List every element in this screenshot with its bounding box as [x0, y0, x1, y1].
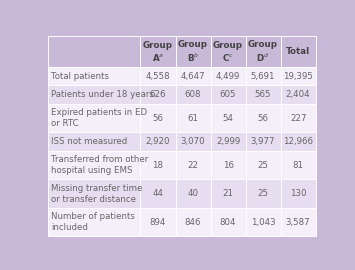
Text: 40: 40: [187, 189, 198, 198]
Text: 605: 605: [220, 90, 236, 99]
Bar: [48, 151, 141, 180]
Bar: [246, 36, 280, 67]
Bar: [246, 208, 280, 237]
Text: 2,999: 2,999: [216, 137, 240, 146]
Bar: [175, 104, 211, 133]
Bar: [246, 151, 280, 180]
Text: 56: 56: [258, 114, 269, 123]
Bar: [48, 36, 141, 67]
Bar: [48, 180, 141, 208]
Text: Total patients: Total patients: [51, 72, 109, 81]
Text: 22: 22: [187, 161, 198, 170]
Text: 626: 626: [150, 90, 166, 99]
Bar: [211, 133, 246, 151]
Text: Total: Total: [286, 47, 310, 56]
Text: 3,587: 3,587: [286, 218, 310, 227]
Text: 4,499: 4,499: [216, 72, 240, 81]
Bar: [211, 180, 246, 208]
Text: 565: 565: [255, 90, 271, 99]
Text: 846: 846: [185, 218, 201, 227]
Text: Expired patients in ED
or RTC: Expired patients in ED or RTC: [51, 108, 147, 128]
Text: 61: 61: [187, 114, 198, 123]
Bar: [175, 208, 211, 237]
Bar: [211, 36, 246, 67]
Bar: [175, 86, 211, 104]
Bar: [48, 208, 141, 237]
Text: Group
D$^d$: Group D$^d$: [248, 40, 278, 64]
Text: Transferred from other
hospital using EMS: Transferred from other hospital using EM…: [51, 155, 149, 175]
Text: 12,966: 12,966: [283, 137, 313, 146]
Bar: [141, 151, 175, 180]
Text: 130: 130: [290, 189, 306, 198]
Bar: [211, 208, 246, 237]
Text: 804: 804: [220, 218, 236, 227]
Text: 56: 56: [153, 114, 164, 123]
Bar: [141, 86, 175, 104]
Text: 18: 18: [153, 161, 164, 170]
Text: 54: 54: [223, 114, 234, 123]
Bar: [141, 208, 175, 237]
Bar: [211, 151, 246, 180]
Text: 25: 25: [258, 189, 269, 198]
Bar: [280, 133, 316, 151]
Bar: [211, 86, 246, 104]
Bar: [246, 67, 280, 86]
Bar: [280, 151, 316, 180]
Bar: [246, 104, 280, 133]
Bar: [246, 133, 280, 151]
Bar: [280, 104, 316, 133]
Bar: [141, 67, 175, 86]
Text: 3,977: 3,977: [251, 137, 275, 146]
Bar: [280, 36, 316, 67]
Text: 3,070: 3,070: [181, 137, 205, 146]
Text: 16: 16: [223, 161, 234, 170]
Bar: [246, 180, 280, 208]
Bar: [141, 104, 175, 133]
Text: 608: 608: [185, 90, 201, 99]
Bar: [141, 133, 175, 151]
Text: 19,395: 19,395: [283, 72, 313, 81]
Text: Group
A$^a$: Group A$^a$: [143, 40, 173, 63]
Text: 4,647: 4,647: [181, 72, 205, 81]
Text: Group
B$^b$: Group B$^b$: [178, 40, 208, 64]
Bar: [280, 180, 316, 208]
Bar: [48, 133, 141, 151]
Bar: [175, 133, 211, 151]
Bar: [211, 104, 246, 133]
Bar: [175, 67, 211, 86]
Bar: [280, 208, 316, 237]
Bar: [175, 36, 211, 67]
Bar: [48, 104, 141, 133]
Text: 227: 227: [290, 114, 306, 123]
Bar: [141, 180, 175, 208]
Bar: [141, 36, 175, 67]
Text: 2,404: 2,404: [286, 90, 310, 99]
Text: 894: 894: [150, 218, 166, 227]
Text: 44: 44: [153, 189, 164, 198]
Bar: [246, 86, 280, 104]
Text: 81: 81: [293, 161, 304, 170]
Text: 5,691: 5,691: [251, 72, 275, 81]
Text: 1,043: 1,043: [251, 218, 275, 227]
Bar: [175, 151, 211, 180]
Bar: [211, 67, 246, 86]
Bar: [175, 180, 211, 208]
Text: Missing transfer time
or transfer distance: Missing transfer time or transfer distan…: [51, 184, 143, 204]
Bar: [280, 86, 316, 104]
Text: 4,558: 4,558: [146, 72, 170, 81]
Bar: [48, 67, 141, 86]
Text: ISS not measured: ISS not measured: [51, 137, 127, 146]
Bar: [280, 67, 316, 86]
Text: 2,920: 2,920: [146, 137, 170, 146]
Text: Number of patients
included: Number of patients included: [51, 212, 135, 232]
Text: 25: 25: [258, 161, 269, 170]
Bar: [48, 86, 141, 104]
Text: 21: 21: [223, 189, 234, 198]
Text: Group
C$^c$: Group C$^c$: [213, 40, 243, 63]
Text: Patients under 18 years: Patients under 18 years: [51, 90, 154, 99]
